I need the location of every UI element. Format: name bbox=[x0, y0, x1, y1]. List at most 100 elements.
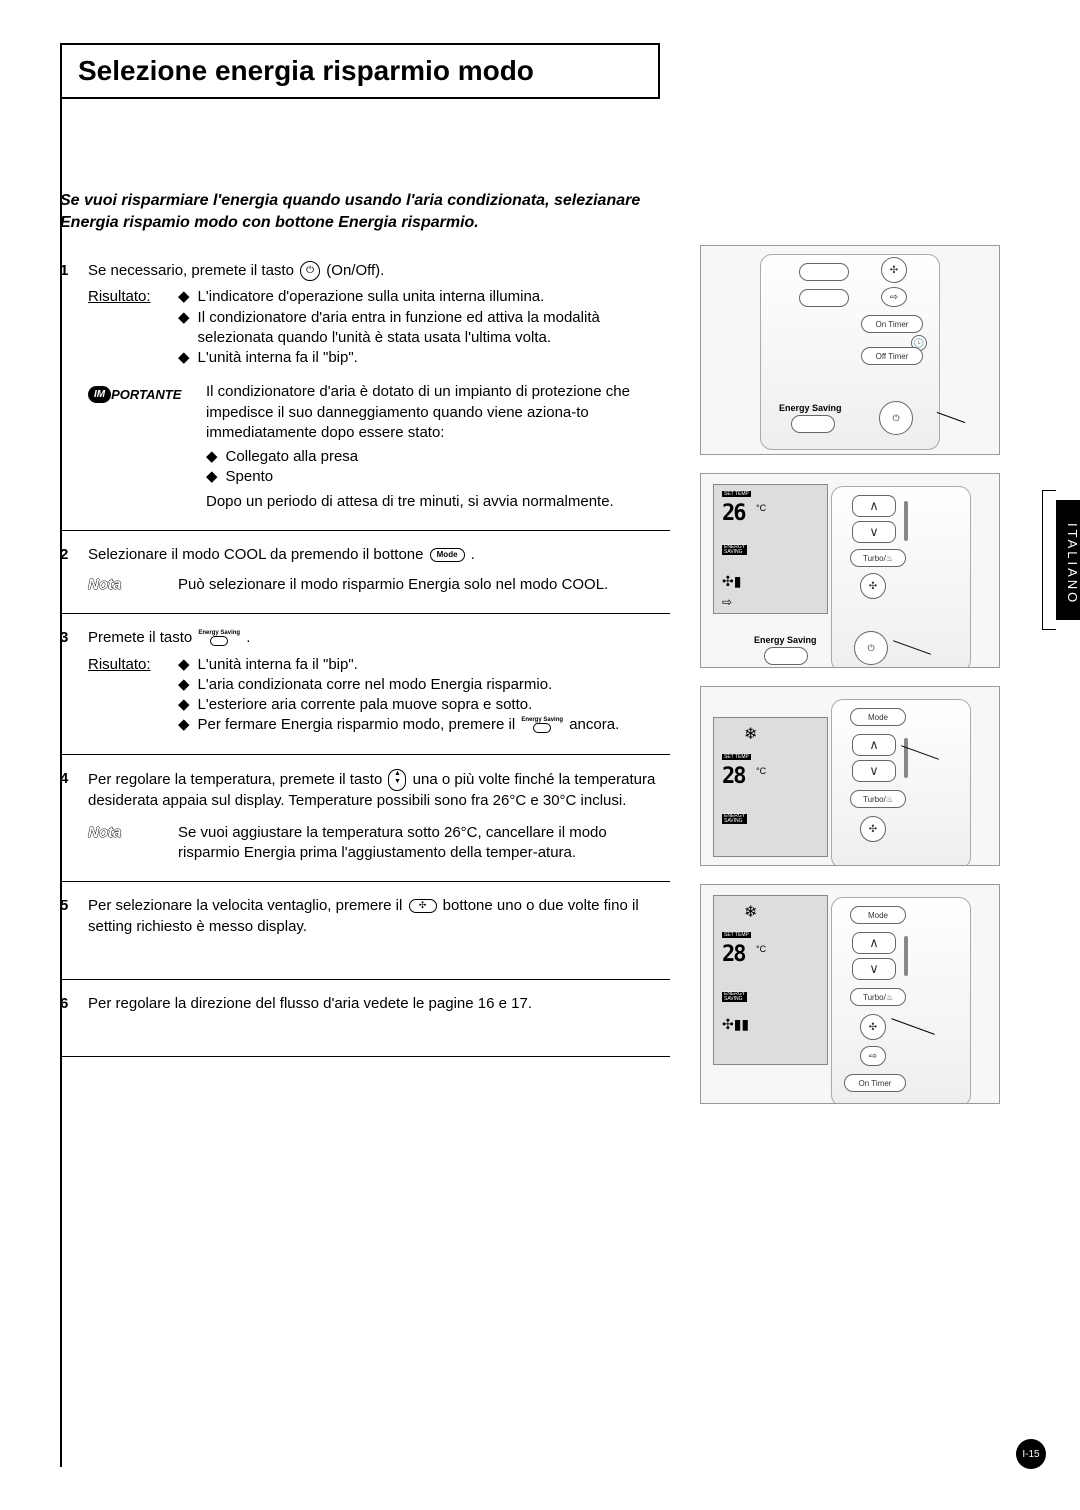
step-text: . bbox=[471, 546, 475, 563]
lcd-screen: ❄ SET TEMP 28 °C ENERGY SAVING ✣▮▮ bbox=[713, 895, 828, 1065]
temp-down-button: ∨ bbox=[852, 760, 896, 782]
energy-saving-icon: Energy Saving bbox=[198, 630, 240, 646]
important-after: Dopo un periodo di attesa di tre minuti,… bbox=[206, 492, 670, 512]
separator bbox=[60, 979, 670, 980]
temp-unit: °C bbox=[756, 766, 766, 776]
mode-button: Mode bbox=[850, 906, 906, 924]
pointer-line bbox=[893, 640, 931, 655]
result-item: L'unità interna fa il "bip". bbox=[198, 348, 358, 368]
button: ✣ bbox=[881, 257, 907, 283]
temp-unit: °C bbox=[756, 503, 766, 513]
temp-value: 28 bbox=[722, 764, 745, 789]
page-number: I-15 bbox=[1016, 1439, 1046, 1469]
step-number: 3 bbox=[60, 628, 88, 735]
fan-button: ✣ bbox=[860, 1014, 886, 1040]
result-item: L'aria condizionata corre nel modo Energ… bbox=[198, 675, 553, 695]
result-label: Risultato: bbox=[88, 656, 151, 673]
step-number: 4 bbox=[60, 769, 88, 864]
temp-up-button: ∧ bbox=[852, 734, 896, 756]
result-item: Il condizionatore d'aria entra in funzio… bbox=[198, 308, 670, 349]
temp-up-button: ∧ bbox=[852, 495, 896, 517]
energy-saving-label: Energy Saving bbox=[754, 635, 817, 645]
fan-icon: ✣▮ bbox=[722, 573, 741, 590]
snow-icon: ❄ bbox=[744, 902, 757, 922]
bullet-item: Spento bbox=[226, 467, 274, 487]
on-timer-button: On Timer bbox=[861, 315, 923, 333]
step-text: Premete il tasto bbox=[88, 629, 196, 646]
result-label: Risultato: bbox=[88, 288, 151, 305]
important-bullets: Collegato alla presa Spento bbox=[206, 447, 670, 488]
result-item: L'unità interna fa il "bip". bbox=[198, 655, 358, 675]
language-tab: ITALIANO bbox=[1056, 500, 1080, 620]
page-title: Selezione energia risparmio modo bbox=[60, 43, 660, 99]
step-number: 5 bbox=[60, 896, 88, 937]
turbo-button: Turbo/♨ bbox=[850, 790, 906, 808]
mode-button: Mode bbox=[850, 708, 906, 726]
step-number: 1 bbox=[60, 261, 88, 512]
temp-value: 28 bbox=[722, 942, 745, 967]
remote-1: ✣ ⇨ On Timer 🕓 Off Timer Energy Saving ⏻ bbox=[700, 245, 1000, 455]
remote-illustrations: ✣ ⇨ On Timer 🕓 Off Timer Energy Saving ⏻… bbox=[700, 245, 1000, 1122]
energy-saving-lcd: ENERGY SAVING bbox=[722, 545, 747, 555]
important-block: IMPORTANTE Il condizionatore d'aria è do… bbox=[88, 382, 670, 512]
energy-saving-lcd: ENERGY SAVING bbox=[722, 992, 747, 1002]
step-text: Se necessario, premete il tasto bbox=[88, 262, 298, 279]
step-5: 5 Per selezionare la velocita ventaglio,… bbox=[60, 896, 670, 937]
off-timer-button: Off Timer bbox=[861, 347, 923, 365]
blank-button bbox=[799, 289, 849, 307]
temp-down-button: ∨ bbox=[852, 958, 896, 980]
mode-icon: Mode bbox=[430, 548, 465, 563]
thermometer-icon bbox=[904, 738, 908, 778]
lcd-screen: SET TEMP 26 °C ENERGY SAVING ✣▮ ⇨ bbox=[713, 484, 828, 614]
separator bbox=[60, 530, 670, 531]
step-6: 6 Per regolare la direzione del flusso d… bbox=[60, 994, 670, 1014]
energy-saving-button bbox=[791, 415, 835, 433]
temp-arrows-icon: ▲▼ bbox=[388, 769, 406, 791]
thermometer-icon bbox=[904, 501, 908, 541]
separator bbox=[60, 1056, 670, 1057]
lcd-screen: ❄ SET TEMP 28 °C ENERGY SAVING bbox=[713, 717, 828, 857]
nota-text: Se vuoi aggiustare la temperatura sotto … bbox=[178, 823, 670, 864]
nota-label: Nota bbox=[88, 575, 178, 595]
nota-text: Può selezionare il modo risparmio Energi… bbox=[178, 575, 670, 595]
fan-button: ✣ bbox=[860, 573, 886, 599]
set-cancel-button: ⏻ bbox=[879, 401, 913, 435]
temp-down-button: ∨ bbox=[852, 521, 896, 543]
important-text: Il condizionatore d'aria è dotato di un … bbox=[206, 383, 630, 441]
fan-button: ✣ bbox=[860, 816, 886, 842]
snow-icon: ❄ bbox=[744, 724, 757, 744]
temp-up-button: ∧ bbox=[852, 932, 896, 954]
step-1: 1 Se necessario, premete il tasto ⏻ (On/… bbox=[60, 261, 670, 512]
temp-value: 26 bbox=[722, 501, 745, 526]
energy-saving-button bbox=[764, 647, 808, 665]
on-timer-button: On Timer bbox=[844, 1074, 906, 1092]
set-temp-label: SET TEMP bbox=[722, 754, 751, 760]
step-4: 4 Per regolare la temperatura, premete i… bbox=[60, 769, 670, 864]
pointer-line bbox=[937, 412, 966, 423]
main-content: Se vuoi risparmiare l'energia quando usa… bbox=[60, 190, 670, 1071]
bullet-item: Collegato alla presa bbox=[226, 447, 359, 467]
set-cancel-button: ⏻ bbox=[854, 631, 888, 665]
step-number: 6 bbox=[60, 994, 88, 1014]
result-item: Per fermare Energia risparmio modo, prem… bbox=[198, 715, 620, 735]
result-item: L'esteriore aria corrente pala muove sop… bbox=[198, 695, 533, 715]
turbo-button: Turbo/♨ bbox=[850, 988, 906, 1006]
important-badge: IM bbox=[88, 386, 111, 404]
swing-button: ⇨ bbox=[860, 1046, 886, 1066]
step-3: 3 Premete il tasto Energy Saving . Risul… bbox=[60, 628, 670, 735]
remote-2: SET TEMP 26 °C ENERGY SAVING ✣▮ ⇨ ∧ ∨ Tu… bbox=[700, 473, 1000, 668]
step-text: Per regolare la temperatura, premete il … bbox=[88, 771, 386, 788]
pointer-line bbox=[891, 1018, 935, 1035]
result-item: L'indicatore d'operazione sulla unita in… bbox=[198, 287, 545, 307]
set-temp-label: SET TEMP bbox=[722, 932, 751, 938]
step-text: (On/Off). bbox=[326, 262, 384, 279]
separator bbox=[60, 881, 670, 882]
energy-saving-icon: Energy Saving bbox=[521, 717, 563, 733]
intro-text: Se vuoi risparmiare l'energia quando usa… bbox=[60, 190, 670, 233]
step-text: Per selezionare la velocita ventaglio, p… bbox=[88, 897, 407, 914]
result-list: L'unità interna fa il "bip". L'aria cond… bbox=[178, 655, 670, 736]
result-list: L'indicatore d'operazione sulla unita in… bbox=[178, 287, 670, 368]
tab-frame bbox=[1042, 490, 1056, 630]
swing-icon: ⇨ bbox=[722, 595, 732, 609]
fan-bars-icon: ✣▮▮ bbox=[722, 1016, 749, 1033]
